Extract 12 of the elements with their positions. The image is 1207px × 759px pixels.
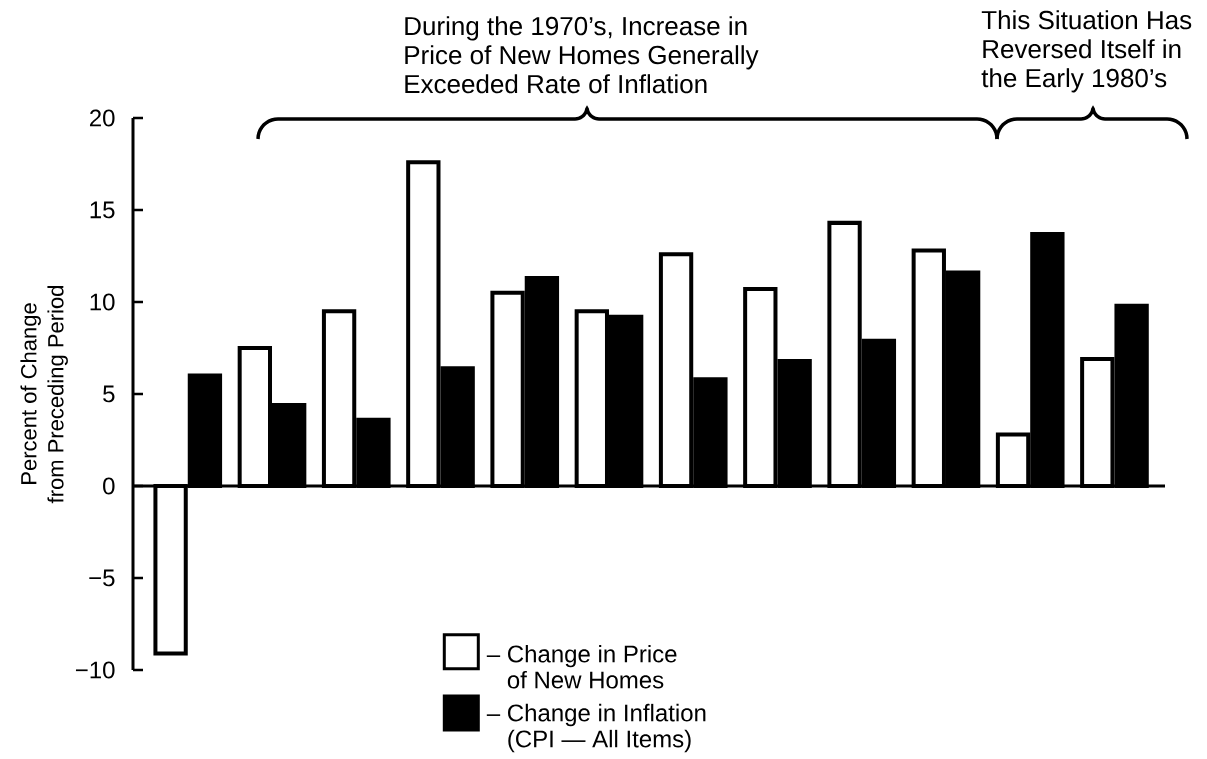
- y-tick-label: −10: [75, 661, 115, 679]
- legend-label: – Change in Price of New Homes: [486, 644, 677, 689]
- legend-label: – Change in Inflation (CPI — All Items): [486, 703, 706, 753]
- y-tick-label: 20: [89, 109, 115, 127]
- y-tick-label: 0: [103, 477, 115, 495]
- y-tick-label: −5: [89, 569, 115, 587]
- y-tick-label: 10: [90, 293, 115, 311]
- text: This Situation Has Reversed Itself in the Early 1980’s: [981, 10, 1192, 93]
- y-axis-title: Percent of Change from Preceding Period: [20, 286, 68, 504]
- text: During the 1970’s, Increase in Price of New Homes Generally Exceeded Rate of Inflation: [405, 16, 759, 94]
- y-tick-label: 15: [90, 201, 115, 219]
- y-tick-label: 5: [103, 385, 115, 403]
